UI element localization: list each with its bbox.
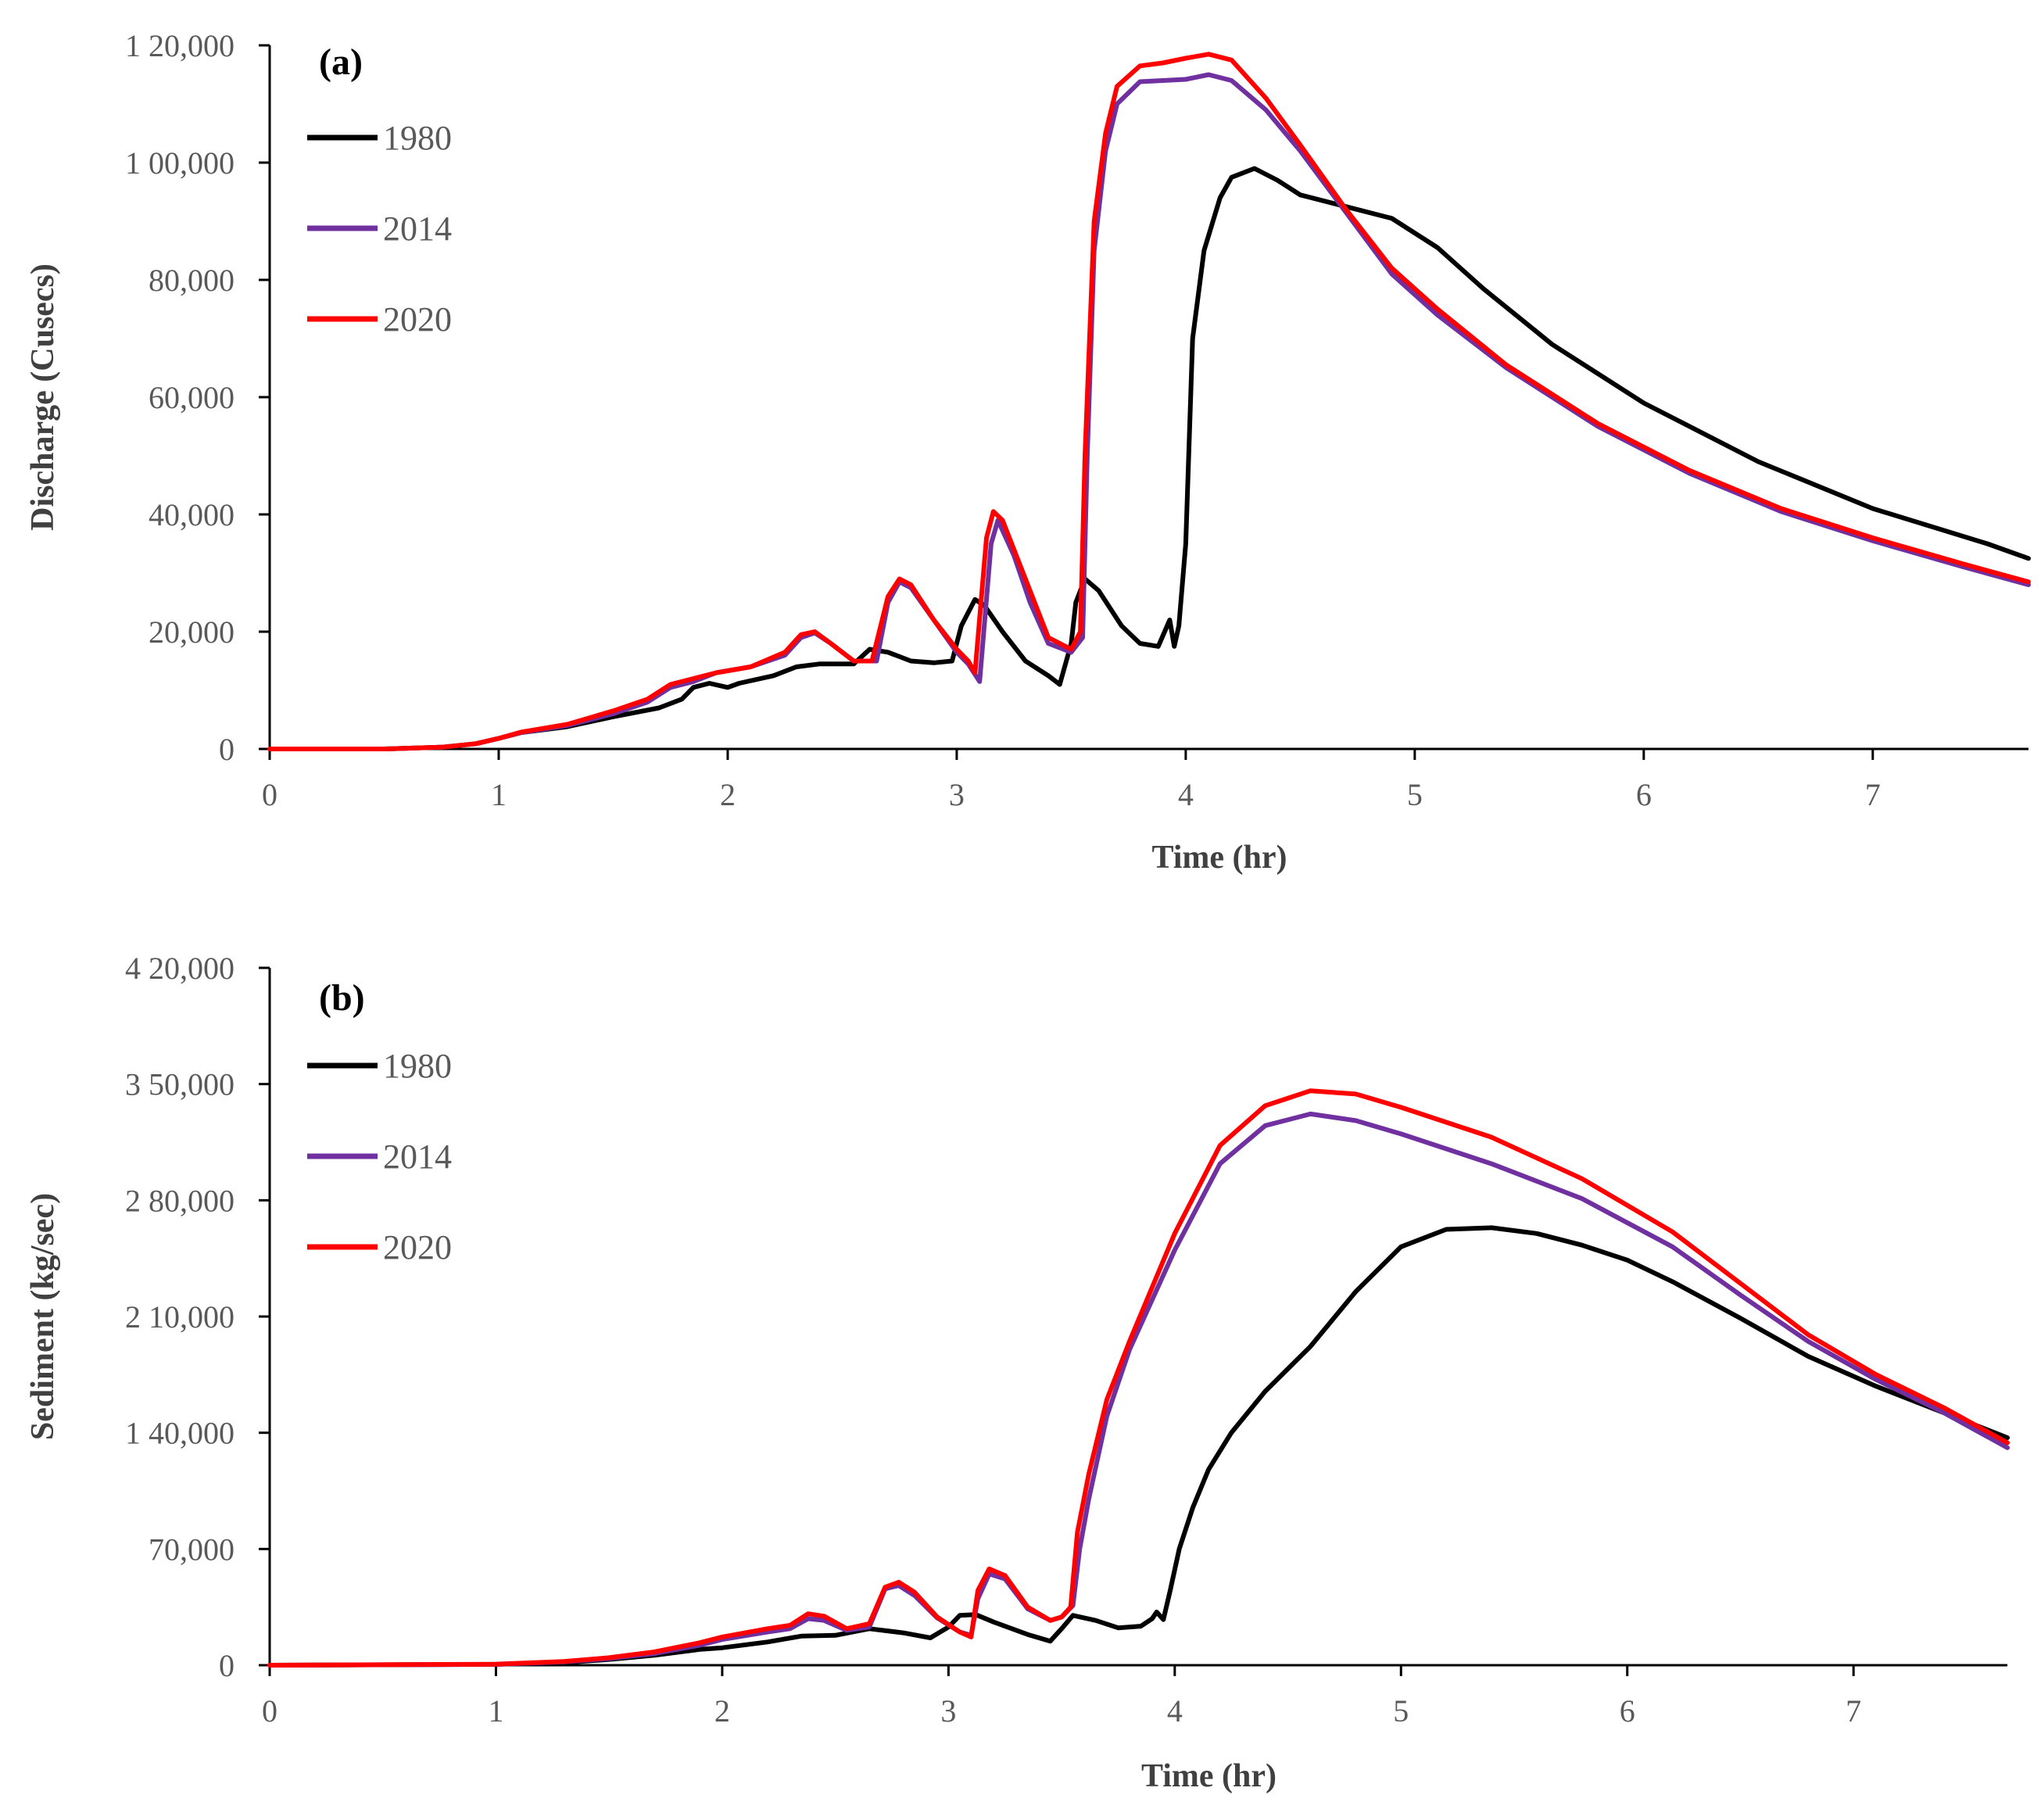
y-tick-label: 20,000: [149, 614, 235, 650]
chart-panel-b: 0 70,000 1 40,000 2 10,000 2 80,000 3 50,000 4…: [25, 951, 2010, 1794]
x-tick-label: 7: [1865, 777, 1881, 812]
y-tick-label: 0: [219, 1648, 235, 1683]
y-tick-label: 4 20,000: [125, 951, 235, 986]
y-tick-label: 1 20,000: [125, 28, 235, 63]
x-axis-title-a: Time (hr): [1151, 840, 1287, 876]
x-tick-label: 6: [1620, 1693, 1635, 1729]
panel-label-a: (a): [319, 41, 363, 83]
x-tick-label: 7: [1846, 1693, 1861, 1729]
y-tick-label: 40,000: [149, 497, 235, 532]
series-line-1980-b: [267, 1225, 2010, 1668]
x-tick-label: 5: [1393, 1693, 1409, 1729]
y-tick-label: 2 10,000: [125, 1299, 235, 1335]
y-tick-label: 2 80,000: [125, 1183, 235, 1218]
x-tick-label: 0: [262, 777, 278, 812]
x-tick-label: 4: [1167, 1693, 1183, 1729]
panel-label-b: (b): [319, 977, 365, 1019]
x-tick-label: 1: [488, 1693, 503, 1729]
x-tick-label: 1: [491, 777, 507, 812]
legend-label-2014: 2014: [383, 210, 452, 248]
x-tick-label: 0: [262, 1693, 278, 1729]
y-tick-label: 0: [219, 732, 235, 767]
y-tick-label: 60,000: [149, 380, 235, 415]
series-line-2020-a: [267, 52, 2031, 751]
legend-label-2020: 2020: [383, 300, 452, 339]
x-tick-label: 4: [1178, 777, 1194, 812]
y-tick-label: 80,000: [149, 263, 235, 298]
x-tick-label: 5: [1407, 777, 1423, 812]
series-line-1980-a: [267, 166, 2031, 751]
series-line-2020-b: [267, 1088, 2010, 1668]
x-tick-label: 6: [1636, 777, 1652, 812]
x-tick-label: 2: [714, 1693, 730, 1729]
x-tick-label: 2: [720, 777, 736, 812]
y-tick-label: 3 50,000: [125, 1067, 235, 1102]
y-tick-label: 1 40,000: [125, 1416, 235, 1451]
legend-label-2020: 2020: [383, 1228, 452, 1266]
y-axis-title-a: Discharge (Cusecs): [25, 263, 61, 531]
legend-label-2014: 2014: [383, 1138, 452, 1176]
x-tick-label: 3: [949, 777, 965, 812]
y-axis-title-b: Sediment (kg/sec): [25, 1193, 61, 1440]
chart-panel-a: 0 20,000 40,000 60,000 80,000 1 00,000 1 20,00…: [25, 28, 2031, 876]
legend-label-1980: 1980: [383, 119, 452, 157]
y-tick-label: 70,000: [149, 1532, 235, 1567]
y-tick-label: 1 00,000: [125, 145, 235, 181]
x-axis-title-b: Time (hr): [1141, 1758, 1277, 1794]
legend-label-1980: 1980: [383, 1047, 452, 1085]
x-tick-label: 3: [940, 1693, 956, 1729]
